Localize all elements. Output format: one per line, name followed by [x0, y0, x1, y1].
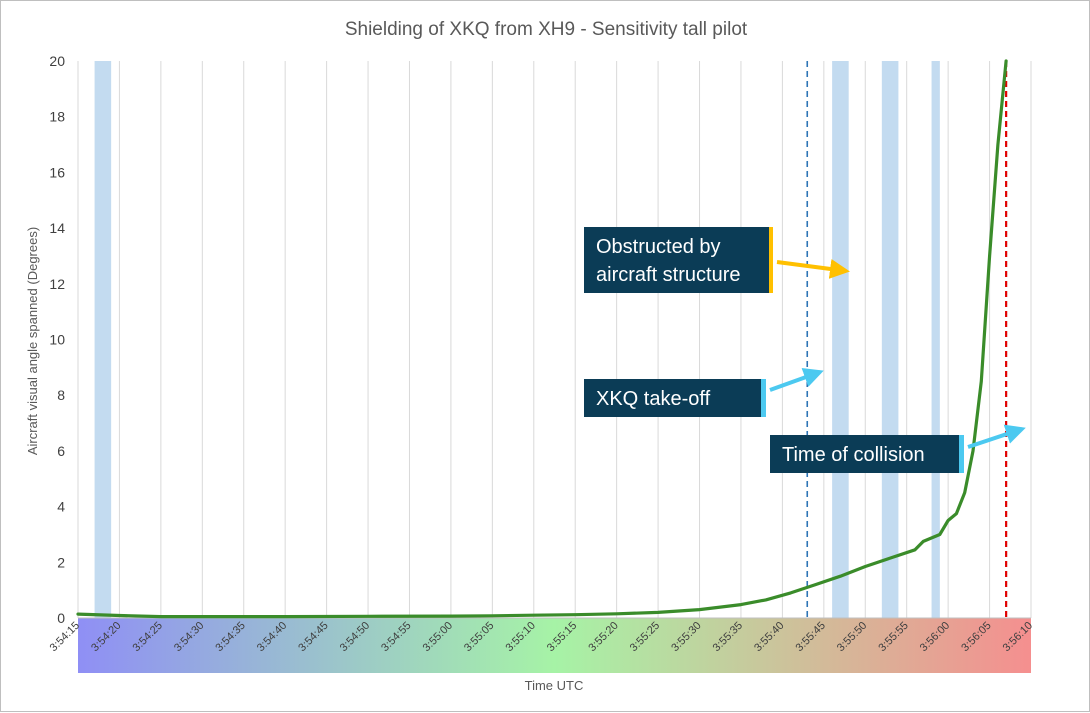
callout-collision-text: Time of collision	[782, 444, 925, 466]
y-tick-label: 2	[57, 554, 65, 570]
time-gradient-band	[78, 618, 1031, 673]
y-axis-title: Aircraft visual angle spanned (Degrees)	[25, 227, 40, 455]
obstruction-band	[832, 61, 849, 618]
takeoff-arrow	[769, 368, 824, 392]
chart-title: Shielding of XKQ from XH9 - Sensitivity …	[345, 19, 748, 40]
obstructed-arrow	[776, 259, 850, 279]
callout-collision: Time of collision	[770, 435, 964, 473]
y-tick-label: 12	[49, 276, 65, 292]
y-tick-label: 20	[49, 53, 65, 69]
obstruction-band	[881, 61, 899, 618]
y-tick-label: 4	[57, 499, 65, 515]
collision-arrow	[967, 424, 1026, 449]
series-line	[76, 59, 1008, 619]
y-tick-label: 14	[49, 220, 65, 236]
y-tick-label: 8	[57, 387, 65, 403]
y-tick-label: 18	[49, 109, 65, 125]
obstruction-band	[931, 61, 940, 618]
callout-takeoff-text: XKQ take-off	[596, 388, 711, 410]
callout-obstructed: Obstructed by aircraft structure	[584, 227, 773, 293]
y-tick-label: 6	[57, 443, 65, 459]
y-tick-label: 0	[57, 610, 65, 626]
callout-obstructed-text: Obstructed by aircraft structure	[596, 236, 741, 286]
callout-takeoff: XKQ take-off	[584, 379, 766, 417]
x-axis-title: Time UTC	[525, 678, 584, 693]
y-tick-label: 16	[49, 164, 65, 180]
y-tick-label: 10	[49, 332, 65, 348]
obstruction-band	[94, 61, 112, 618]
